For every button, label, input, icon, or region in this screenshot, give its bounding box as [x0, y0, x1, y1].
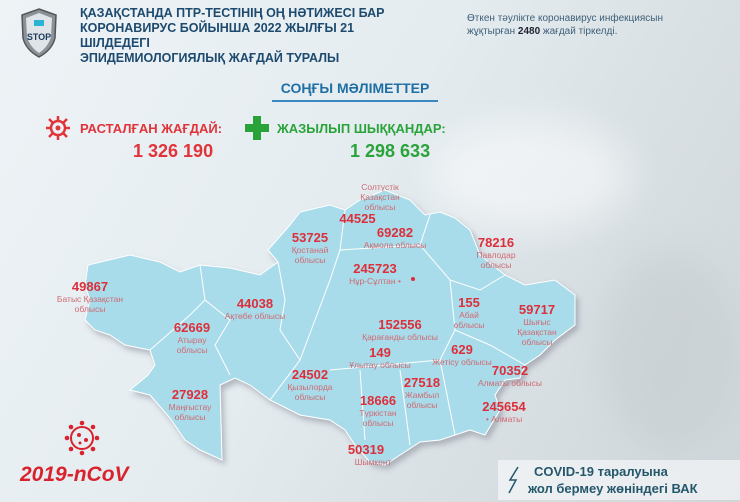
page-title: ҚАЗАҚСТАНДА ПТР-ТЕСТІНІҢ ОҢ НӘТИЖЕСІ БАР… — [80, 6, 420, 66]
region-west-kazakhstan: 49867 Батыс Қазақстан облысы — [56, 279, 124, 315]
region-name: Ақмола облысы — [363, 240, 427, 250]
region-value: 245723 — [353, 261, 397, 276]
title-line: ҚАЗАҚСТАНДА ПТР-ТЕСТІНІҢ ОҢ НӘТИЖЕСІ БАР — [80, 6, 385, 20]
region-name: Абай облысы — [453, 310, 485, 330]
region-name: Ақтөбе облысы — [224, 311, 286, 321]
region-value: 245654 — [482, 399, 526, 414]
title-line: ЭПИДЕМИОЛОГИЯЛЫҚ ЖАҒДАЙ ТУРАЛЫ — [80, 51, 340, 65]
region-value: 629 — [451, 342, 473, 357]
region-name: Жамбыл облысы — [404, 390, 440, 410]
region-value: 18666 — [359, 393, 397, 408]
title-line: КОРОНАВИРУС БОЙЫНША 2022 ЖЫЛҒЫ 21 ШІЛДЕД… — [80, 21, 355, 50]
region-atyrau: 62669 Атырау облысы — [173, 320, 211, 356]
region-value: 24502 — [291, 367, 329, 382]
region-ulytau: 149 Ұлытау облысы — [349, 345, 411, 371]
region-value: 155 — [458, 295, 480, 310]
region-name: Маңғыстау облысы — [168, 402, 212, 422]
region-borders — [149, 209, 526, 446]
vak-banner: COVID-19 таралуына жол бермеу жөніндегі … — [498, 460, 740, 500]
recovered-value: 1 298 633 — [350, 141, 431, 161]
vak-line-1: COVID-19 таралуына — [534, 464, 668, 479]
region-value: 27518 — [403, 375, 441, 390]
region-value: 53725 — [291, 230, 329, 245]
region-name: Түркістан облысы — [359, 408, 397, 428]
region-value: 44038 — [236, 296, 274, 311]
note-text: Өткен тәулікте коронавирус инфекциясын ж… — [467, 13, 663, 37]
region-value: 44525 — [339, 211, 376, 226]
region-value: 50319 — [347, 442, 385, 457]
map-outline — [84, 189, 576, 466]
confirmed-value: 1 326 190 — [133, 141, 214, 161]
region-turkistan: 18666 Түркістан облысы — [359, 393, 397, 429]
region-kyzylorda: 24502 Қызылорда облысы — [287, 367, 333, 403]
region-name: Қарағанды облысы — [362, 332, 438, 342]
region-east-kazakhstan: 59717 Шығыс Қазақстан облысы — [517, 302, 557, 348]
latest-data-heading: СОҢҒЫ МӘЛІМЕТТЕР — [272, 80, 438, 102]
vak-line-2: жол бермеу жөніндегі ВАК — [528, 481, 698, 496]
confirmed-label: РАСТАЛҒАН ЖАҒДАЙ: — [80, 121, 223, 136]
region-name: Солтүстік Қазақстан облысы — [360, 182, 400, 212]
region-name: Алматы облысы — [477, 378, 543, 388]
region-name: Шымкент — [354, 457, 392, 467]
coronavirus-icon — [64, 420, 100, 456]
region-value: 78216 — [477, 235, 515, 250]
region-value: 59717 — [518, 302, 556, 317]
ncov-label: 2019-nCoV — [20, 463, 129, 486]
region-nur-sultan: 245723 Нұр-Сұлтан • — [349, 261, 401, 287]
region-name: Қостанай облысы — [291, 245, 329, 265]
region-aktobe: 44038 Ақтөбе облысы — [224, 296, 286, 322]
region-north-kazakhstan: Солтүстік Қазақстан облысы 44525 — [339, 182, 400, 226]
region-name: Шығыс Қазақстан облысы — [517, 317, 557, 347]
daily-count: 2480 — [517, 26, 541, 37]
region-zhetisu: 629 Жетісу облысы — [432, 342, 492, 368]
city-marker — [411, 277, 415, 281]
region-name: Атырау облысы — [176, 335, 208, 355]
region-name: • Алматы — [485, 414, 523, 424]
region-value: 69282 — [376, 225, 414, 240]
region-value: 49867 — [71, 279, 109, 294]
region-name: Жетісу облысы — [432, 357, 492, 367]
region-value: 152556 — [378, 317, 422, 332]
region-abai: 155 Абай облысы — [453, 295, 485, 331]
recovered-label: ЖАЗЫЛЫП ШЫҚҚАНДАР: — [277, 121, 446, 136]
region-zhambyl: 27518 Жамбыл облысы — [403, 375, 441, 411]
stop-logo: STOP — [21, 8, 57, 58]
region-name: Батыс Қазақстан облысы — [56, 294, 124, 314]
region-value: 70352 — [491, 363, 529, 378]
region-mangystau: 27928 Маңғыстау облысы — [168, 387, 212, 423]
note-text: жағдай тіркелді. — [540, 26, 618, 37]
region-almaty-city: 245654 • Алматы — [482, 399, 526, 425]
plus-icon — [245, 116, 269, 140]
region-name: Нұр-Сұлтан • — [349, 276, 401, 286]
region-almaty-oblast: 70352 Алматы облысы — [477, 363, 543, 389]
region-kostanay: 53725 Қостанай облысы — [291, 230, 329, 266]
region-karaganda: 152556 Қарағанды облысы — [362, 317, 438, 343]
region-value: 149 — [369, 345, 391, 360]
region-name: Қызылорда облысы — [287, 382, 333, 402]
region-akmola: 69282 Ақмола облысы — [363, 225, 427, 251]
daily-note: Өткен тәулікте коронавирус инфекциясын ж… — [467, 12, 697, 38]
svg-text:STOP: STOP — [27, 32, 51, 42]
region-value: 62669 — [173, 320, 211, 335]
lightning-icon — [508, 466, 519, 494]
region-name: Ұлытау облысы — [349, 360, 411, 370]
region-pavlodar: 78216 Павлодар облысы — [476, 235, 516, 271]
virus-icon — [46, 116, 70, 140]
region-name: Павлодар облысы — [476, 250, 516, 270]
region-shymkent: 50319 Шымкент — [341, 442, 392, 468]
region-value: 27928 — [171, 387, 209, 402]
